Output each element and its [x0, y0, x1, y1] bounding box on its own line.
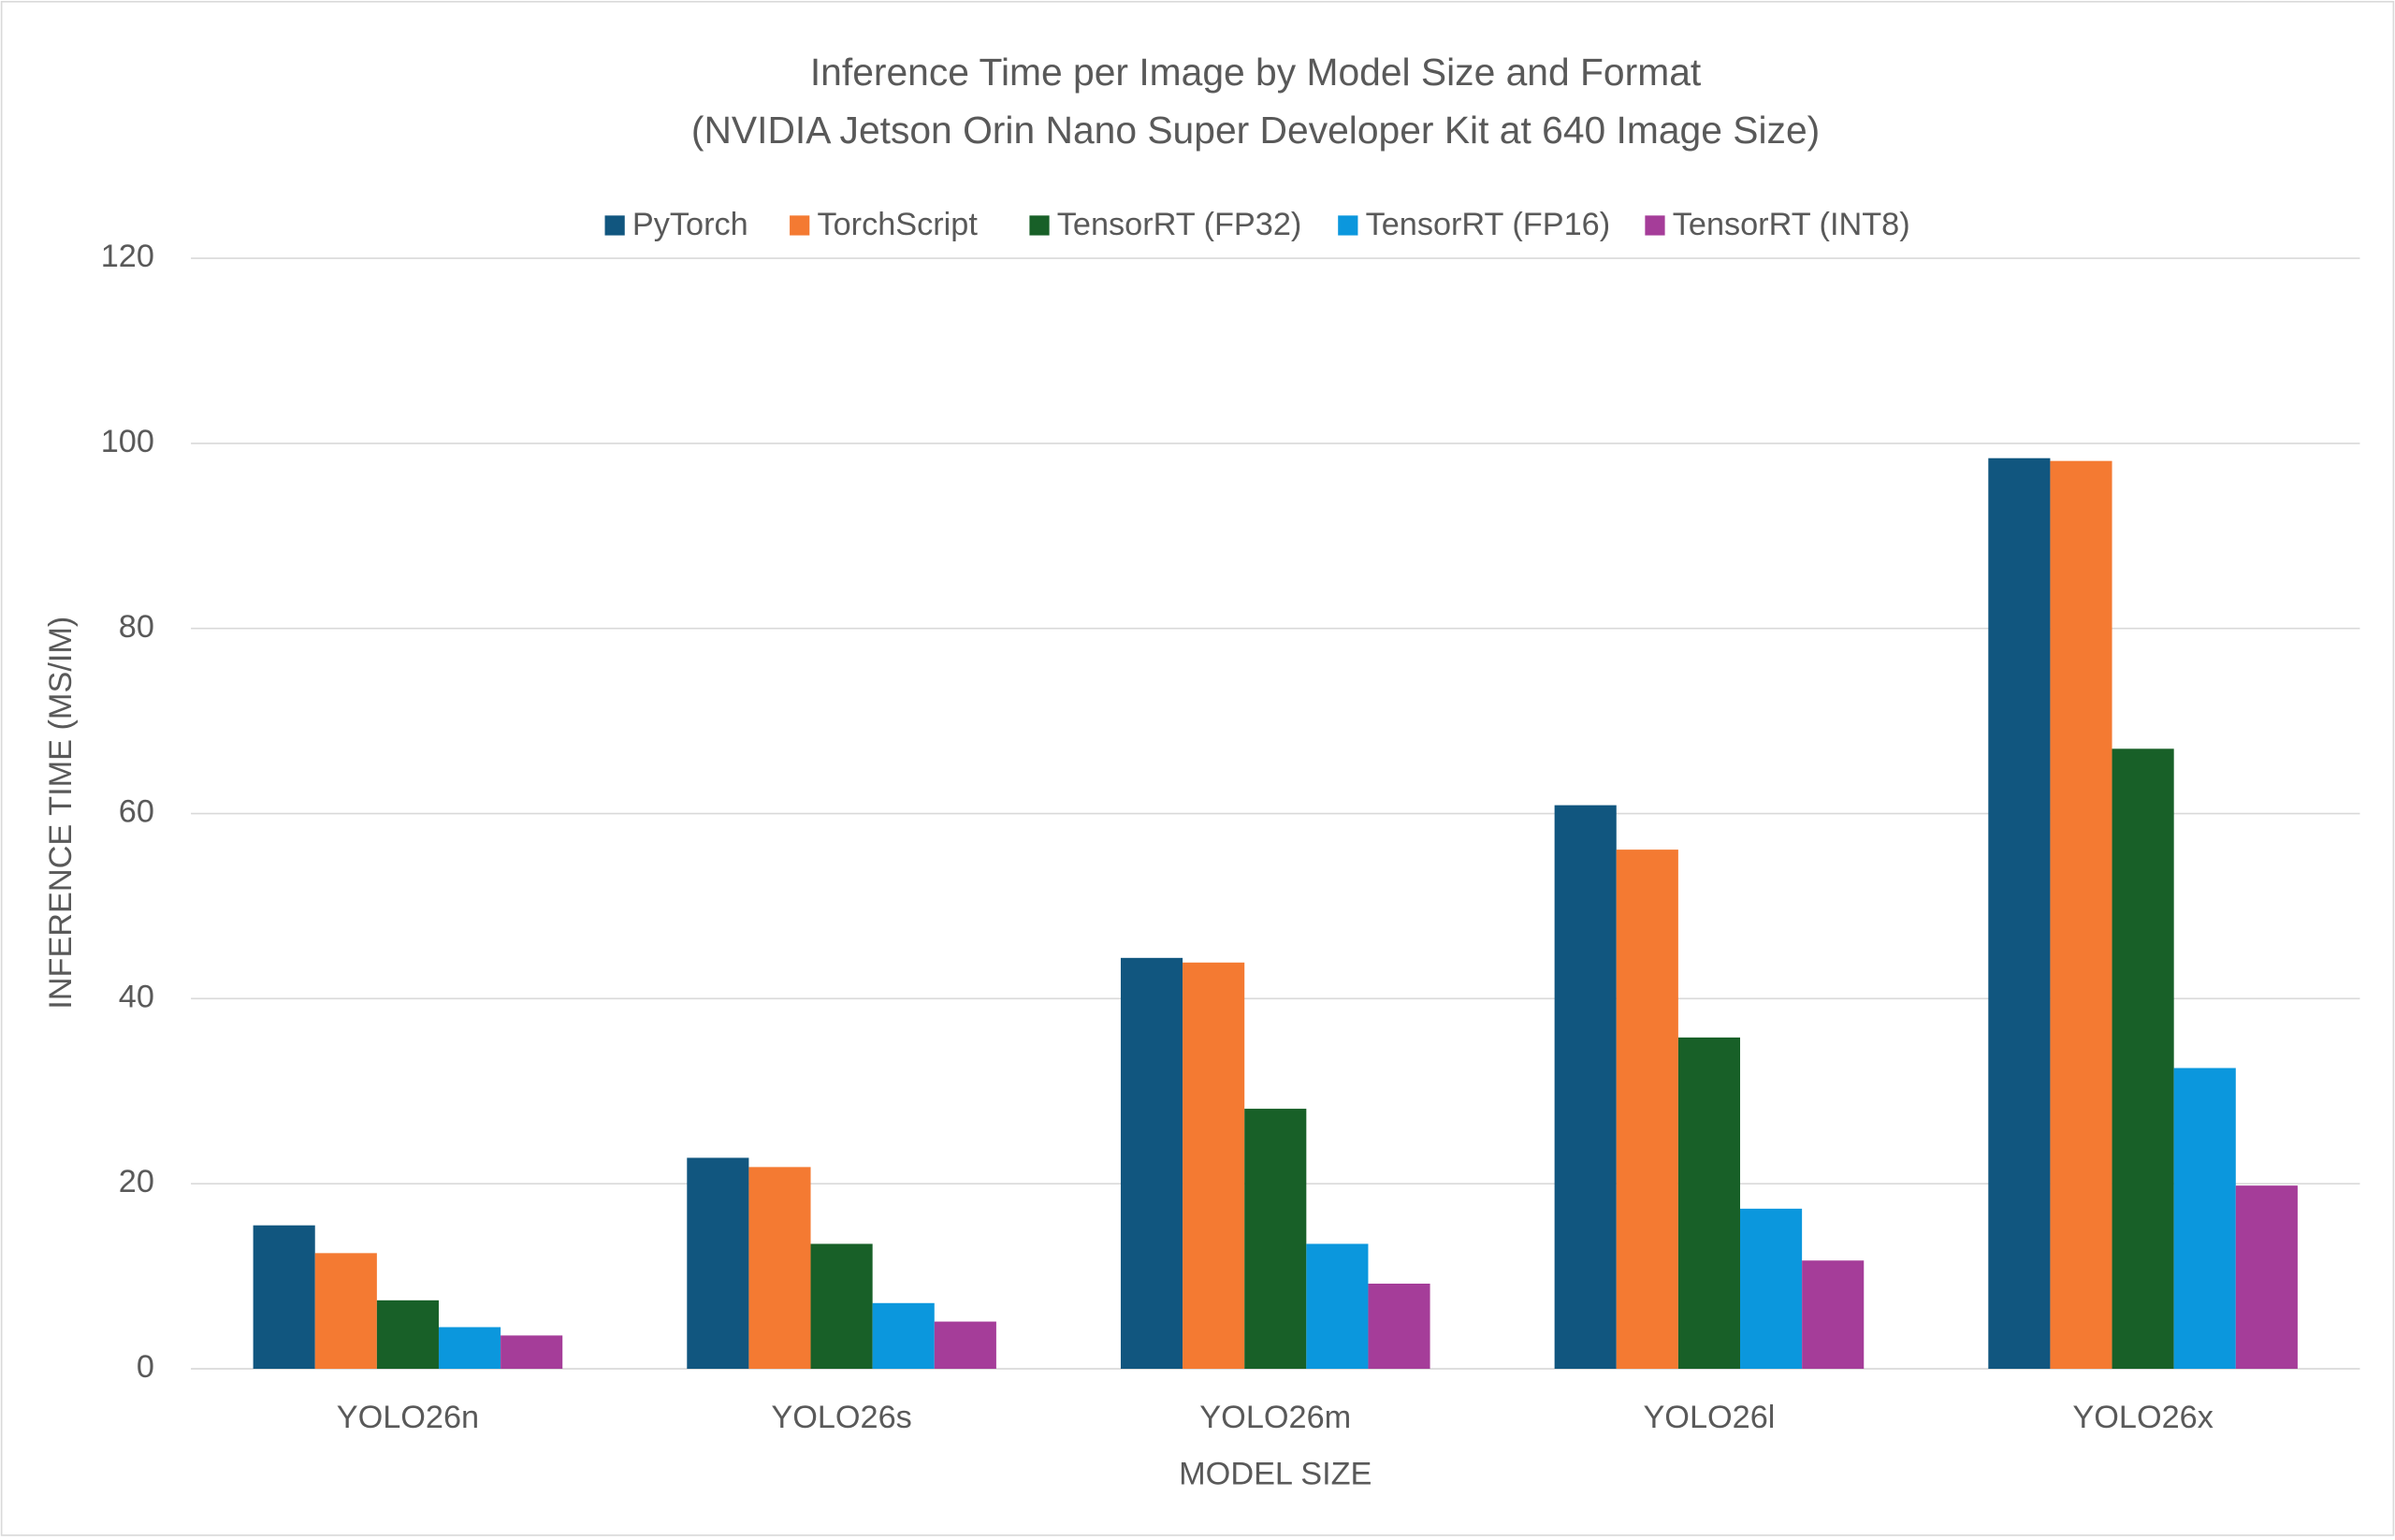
x-tick-label: YOLO26n	[337, 1400, 479, 1435]
bar	[872, 1302, 935, 1369]
bar	[687, 1157, 749, 1369]
legend-swatch	[1338, 215, 1358, 236]
bar	[376, 1300, 439, 1369]
bar	[314, 1253, 377, 1369]
bar	[2112, 748, 2174, 1369]
legend-swatch	[790, 215, 810, 236]
x-axis-title: MODEL SIZE	[1179, 1456, 1372, 1491]
bar	[1677, 1037, 1740, 1369]
bar	[1740, 1208, 1803, 1369]
chart-subtitle: (NVIDIA Jetson Orin Nano Super Developer…	[691, 109, 1820, 152]
legend-label: TensorRT (INT8)	[1673, 207, 1910, 242]
bar	[1802, 1260, 1865, 1369]
bar	[1616, 850, 1678, 1369]
x-tick-label: YOLO26s	[771, 1400, 911, 1435]
legend-label: TensorRT (FP32)	[1057, 207, 1302, 242]
bar	[2173, 1068, 2236, 1369]
bar	[2050, 460, 2112, 1370]
legend-swatch	[604, 215, 625, 236]
bar	[1554, 805, 1617, 1369]
bar	[1244, 1109, 1307, 1369]
bar	[1306, 1243, 1369, 1369]
bar	[748, 1167, 811, 1369]
chart-title: Inference Time per Image by Model Size a…	[810, 51, 1702, 94]
y-axis-title: INFERENCE TIME (MS/IM)	[43, 617, 79, 1010]
legend-swatch	[1029, 215, 1050, 236]
bar	[1988, 458, 2051, 1369]
bar	[253, 1225, 315, 1369]
legend-label: TensorRT (FP16)	[1366, 207, 1611, 242]
y-tick-label: 100	[101, 424, 154, 459]
legend-label: TorchScript	[817, 207, 978, 242]
legend-label: PyTorch	[632, 207, 748, 242]
y-tick-label: 20	[119, 1164, 154, 1199]
bar	[1120, 957, 1183, 1369]
x-tick-label: YOLO26m	[1199, 1400, 1351, 1435]
bar	[501, 1335, 563, 1369]
x-tick-label: YOLO26x	[2072, 1400, 2213, 1435]
y-tick-label: 60	[119, 794, 154, 830]
y-tick-label: 40	[119, 979, 154, 1014]
bar	[810, 1243, 873, 1369]
bar	[2235, 1185, 2298, 1369]
bar	[1183, 962, 1245, 1369]
bar	[934, 1321, 996, 1369]
y-tick-label: 80	[119, 609, 154, 645]
y-tick-label: 120	[101, 239, 154, 274]
bar	[1368, 1284, 1430, 1369]
legend-swatch	[1645, 215, 1665, 236]
y-tick-label: 0	[137, 1349, 154, 1385]
x-tick-label: YOLO26l	[1643, 1400, 1775, 1435]
bar	[438, 1327, 501, 1369]
